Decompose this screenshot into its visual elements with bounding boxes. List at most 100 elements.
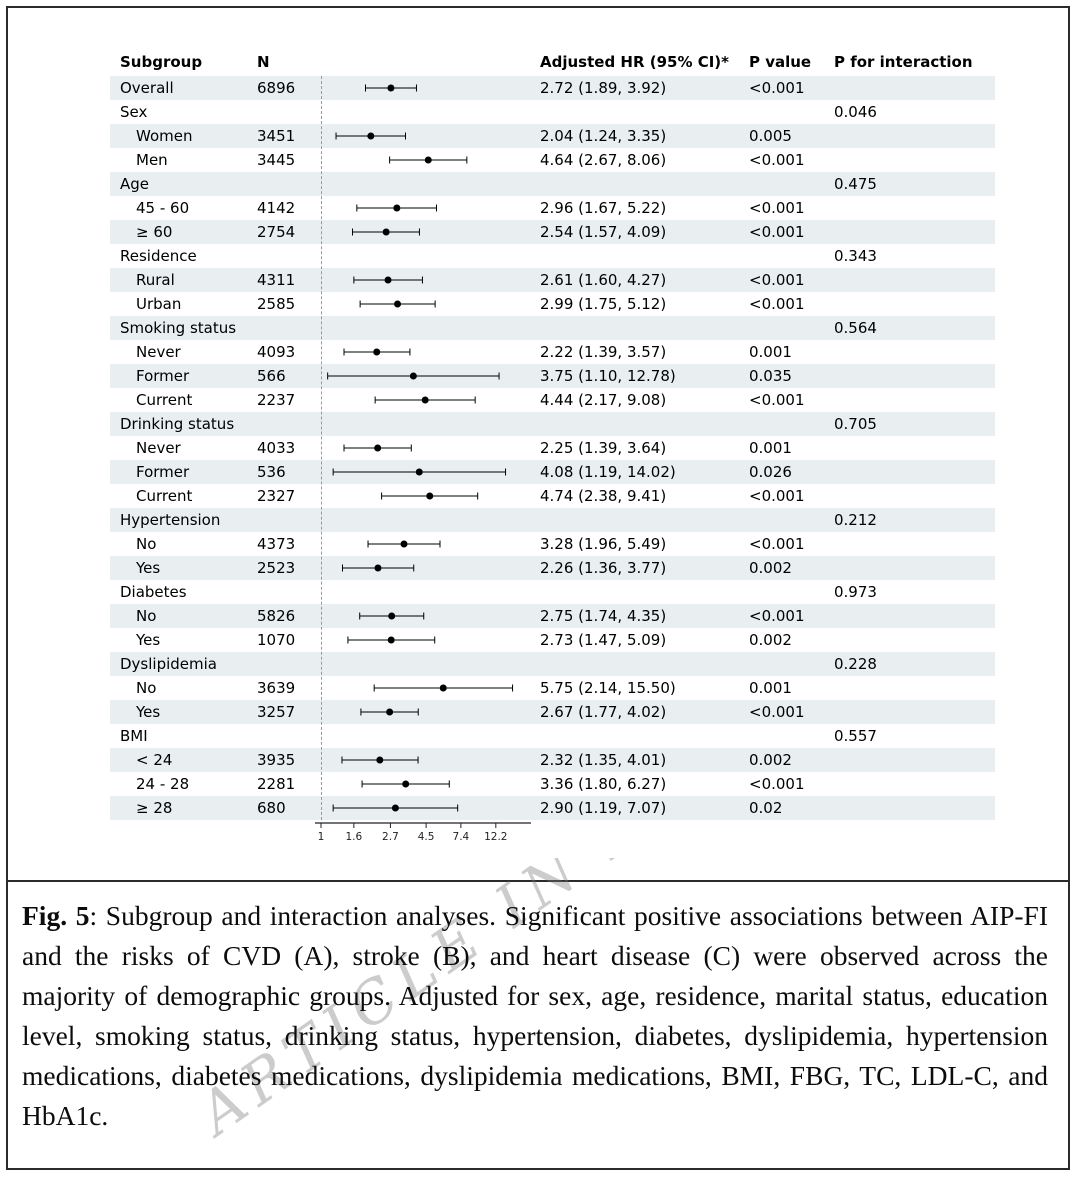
n-value: 680: [257, 799, 286, 817]
x-axis-row: 1 1.6 2.7 4.5 7.4 12.2: [110, 820, 995, 848]
ci-marker: [364, 84, 417, 92]
data-row: Never 4033 2.25 (1.39, 3.64) 0.001: [110, 436, 995, 460]
data-row: Yes 2523 2.26 (1.36, 3.77) 0.002: [110, 556, 995, 580]
forest-plot-figure: Subgroup N Adjusted HR (95% CI)* P value…: [8, 8, 1068, 882]
data-row: Men 3445 4.64 (2.67, 8.06) <0.001: [110, 148, 995, 172]
subgroup-label: ≥ 28: [136, 799, 173, 817]
ci-plot-cell: [315, 148, 535, 172]
subgroup-label: Smoking status: [120, 319, 237, 337]
x-axis-tick-label: 1.6: [345, 831, 362, 843]
ci-plot-cell: [315, 748, 535, 772]
ci-plot-cell: [315, 292, 535, 316]
p-value: <0.001: [749, 703, 805, 721]
hr-value: 2.32 (1.35, 4.01): [540, 751, 667, 769]
n-value: 2327: [257, 487, 296, 505]
ci-plot-cell: [315, 580, 535, 604]
p-value: 0.005: [749, 127, 792, 145]
p-value: <0.001: [749, 199, 805, 217]
p-value: <0.001: [749, 295, 805, 313]
ci-plot-cell: [315, 316, 535, 340]
col-header-n: N: [257, 53, 270, 71]
p-value: 0.02: [749, 799, 783, 817]
n-value: 4373: [257, 535, 296, 553]
p-interaction-value: 0.973: [834, 583, 877, 601]
subgroup-label: Residence: [120, 247, 197, 265]
subgroup-label: Urban: [136, 295, 182, 313]
subgroup-label: Never: [136, 343, 181, 361]
subgroup-label: Current: [136, 487, 193, 505]
ci-marker: [332, 468, 507, 476]
group-row: Residence 0.343: [110, 244, 995, 268]
n-value: 2585: [257, 295, 296, 313]
p-value: 0.001: [749, 679, 792, 697]
group-row: Dyslipidemia 0.228: [110, 652, 995, 676]
subgroup-label: Yes: [136, 703, 161, 721]
p-interaction-value: 0.343: [834, 247, 877, 265]
ci-plot-cell: [315, 700, 535, 724]
n-value: 4142: [257, 199, 296, 217]
group-row: Diabetes 0.973: [110, 580, 995, 604]
data-row: Former 566 3.75 (1.10, 12.78) 0.035: [110, 364, 995, 388]
subgroup-label: 45 - 60: [136, 199, 190, 217]
hr-value: 4.64 (2.67, 8.06): [540, 151, 667, 169]
x-axis-tick-label: 4.5: [418, 831, 435, 843]
hr-value: 2.67 (1.77, 4.02): [540, 703, 667, 721]
p-value: <0.001: [749, 535, 805, 553]
ci-marker: [347, 636, 436, 644]
data-row: Current 2327 4.74 (2.38, 9.41) <0.001: [110, 484, 995, 508]
subgroup-label: Rural: [136, 271, 175, 289]
hr-value: 2.04 (1.24, 3.35): [540, 127, 667, 145]
subgroup-label: Drinking status: [120, 415, 235, 433]
subgroup-label: 24 - 28: [136, 775, 190, 793]
hr-value: 2.72 (1.89, 3.92): [540, 79, 667, 97]
p-value: 0.001: [749, 343, 792, 361]
n-value: 4311: [257, 271, 296, 289]
data-row: Overall 6896 2.72 (1.89, 3.92) <0.001: [110, 76, 995, 100]
p-value: <0.001: [749, 775, 805, 793]
subgroup-label: ≥ 60: [136, 223, 173, 241]
ci-plot-cell: [315, 340, 535, 364]
ci-plot-cell: [315, 388, 535, 412]
n-value: 3935: [257, 751, 296, 769]
p-value: 0.001: [749, 439, 792, 457]
ci-marker: [359, 300, 436, 308]
subgroup-label: No: [136, 607, 157, 625]
group-row: Hypertension 0.212: [110, 508, 995, 532]
x-axis-tick-label: 2.7: [382, 831, 399, 843]
subgroup-label: Overall: [120, 79, 174, 97]
ci-plot-cell: [315, 172, 535, 196]
p-value: 0.002: [749, 631, 792, 649]
group-row: BMI 0.557: [110, 724, 995, 748]
subgroup-label: Age: [120, 175, 150, 193]
p-value: <0.001: [749, 487, 805, 505]
n-value: 2523: [257, 559, 296, 577]
ci-plot-cell: [315, 796, 535, 820]
ci-marker: [341, 564, 415, 572]
data-row: No 3639 5.75 (2.14, 15.50) 0.001: [110, 676, 995, 700]
p-value: <0.001: [749, 151, 805, 169]
p-interaction-value: 0.228: [834, 655, 877, 673]
ci-marker: [332, 804, 459, 812]
n-value: 2281: [257, 775, 296, 793]
hr-value: 3.28 (1.96, 5.49): [540, 535, 667, 553]
ci-plot-cell: [315, 508, 535, 532]
subgroup-label: Sex: [120, 103, 148, 121]
data-row: No 5826 2.75 (1.74, 4.35) <0.001: [110, 604, 995, 628]
table-header: Subgroup N Adjusted HR (95% CI)* P value…: [110, 48, 995, 76]
ci-plot-cell: [315, 628, 535, 652]
hr-value: 3.36 (1.80, 6.27): [540, 775, 667, 793]
ci-marker: [373, 684, 514, 692]
ci-plot-cell: [315, 100, 535, 124]
data-row: Urban 2585 2.99 (1.75, 5.12) <0.001: [110, 292, 995, 316]
ci-marker: [335, 132, 406, 140]
hr-value: 4.44 (2.17, 9.08): [540, 391, 667, 409]
p-value: <0.001: [749, 223, 805, 241]
data-row: 45 - 60 4142 2.96 (1.67, 5.22) <0.001: [110, 196, 995, 220]
subgroup-label: Former: [136, 367, 190, 385]
caption-text: : Subgroup and interaction analyses. Sig…: [22, 900, 1048, 1131]
hr-value: 2.73 (1.47, 5.09): [540, 631, 667, 649]
p-value: 0.002: [749, 751, 792, 769]
ci-marker: [381, 492, 479, 500]
figure-caption: Fig. 5: Subgroup and interaction analyse…: [8, 882, 1068, 1136]
col-header-plot: [315, 50, 535, 74]
